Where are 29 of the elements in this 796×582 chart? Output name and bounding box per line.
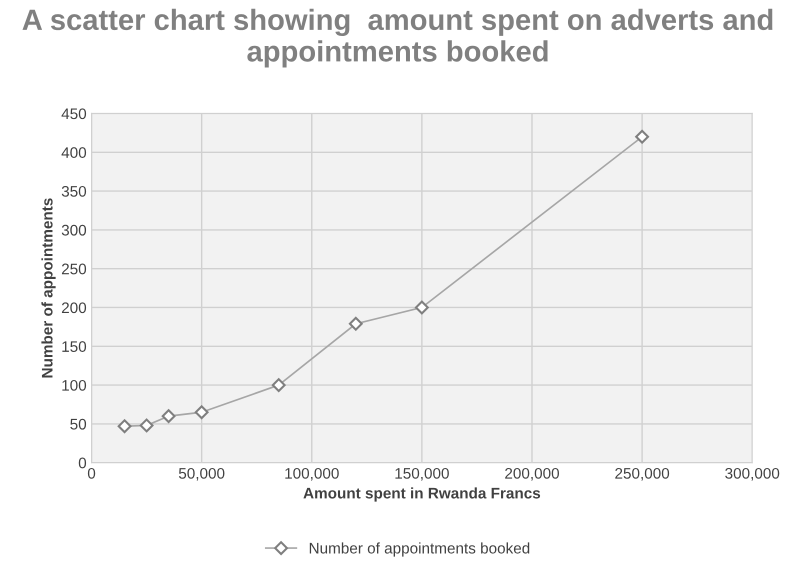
y-tick-label: 100 — [62, 380, 86, 391]
x-tick-label: 300,000 — [725, 468, 780, 481]
chart-title: A scatter chart showing amount spent on adverts and appointments booked — [22, 8, 772, 68]
point — [272, 378, 286, 392]
point — [118, 419, 132, 434]
point — [414, 300, 429, 314]
point — [635, 130, 650, 144]
x-tick-label: 150,000 — [395, 468, 449, 481]
y-tick-label: 200 — [62, 302, 86, 314]
point — [140, 418, 154, 432]
point — [162, 409, 176, 424]
legend-label: Number of appointments booked — [310, 542, 530, 557]
y-tick-label: 300 — [62, 224, 86, 236]
x-tick-label: 200,000 — [505, 468, 560, 481]
y-tick-label: 50 — [70, 418, 86, 430]
point — [348, 316, 363, 331]
y-tick-label: 450 — [62, 108, 86, 120]
y-tick-label: 0 — [78, 458, 86, 468]
x-tick-label: 250,000 — [615, 468, 670, 481]
y-axis-title: Number of appointments — [41, 198, 56, 378]
x-tick-label: 0 — [88, 468, 96, 479]
x-tick-label: 50,000 — [178, 468, 224, 481]
x-tick-label: 100,000 — [285, 468, 339, 481]
x-axis-title: Amount spent in Rwanda Francs — [303, 487, 540, 502]
point — [194, 405, 209, 420]
y-tick-label: 400 — [62, 147, 86, 158]
y-tick-label: 150 — [62, 341, 86, 352]
y-tick-label: 350 — [62, 186, 86, 197]
y-tick-label: 250 — [62, 264, 86, 274]
